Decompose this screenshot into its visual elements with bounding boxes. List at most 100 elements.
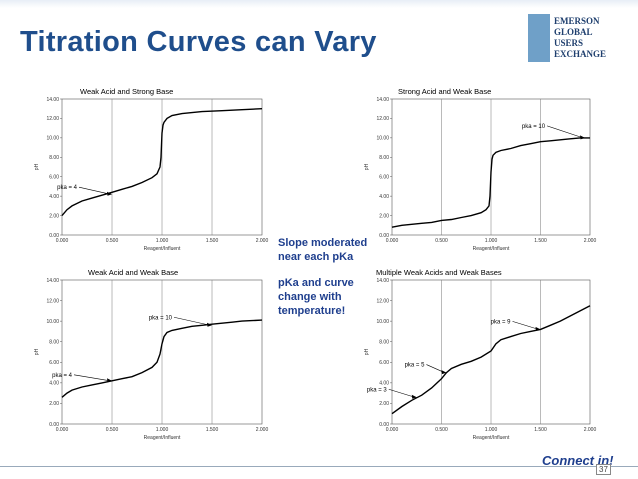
- pka-annotation: pka = 10: [522, 124, 546, 130]
- y-tick-label: 14.00: [376, 97, 389, 103]
- chart-title: Weak Acid and Weak Base: [88, 268, 179, 277]
- x-tick-label: 0.500: [435, 427, 448, 433]
- annotation-arrow: [546, 125, 584, 139]
- x-tick-label: 1.000: [485, 238, 498, 244]
- y-tick-label: 14.00: [376, 278, 389, 284]
- y-tick-label: 0.00: [379, 233, 389, 239]
- y-tick-label: 12.00: [46, 298, 59, 304]
- pka-note-line-2: change with: [278, 291, 342, 303]
- chart-title: Weak Acid and Strong Base: [80, 87, 174, 96]
- logo-line-4: EXCHANGE: [554, 49, 607, 59]
- y-tick-label: 14.00: [46, 278, 59, 284]
- y-tick-label: 6.00: [49, 360, 59, 366]
- annotation-arrow: [78, 186, 111, 195]
- arrowhead-icon: [580, 135, 586, 140]
- x-tick-label: 2.000: [584, 427, 597, 433]
- series-line: [61, 108, 263, 217]
- x-tick-label: 0.000: [386, 427, 399, 433]
- chart-svg: 0.000 0.500 1.000 1.500 2.000 0.00 2.00 4.00 6.0…: [364, 278, 597, 441]
- y-tick-label: 0.00: [49, 233, 59, 239]
- x-axis-label: Reagent/Influent: [473, 246, 510, 252]
- annotation-arrow: [73, 374, 111, 382]
- arrowhead-icon: [107, 378, 112, 383]
- x-tick-label: 0.500: [106, 427, 119, 433]
- y-tick-label: 8.00: [49, 155, 59, 161]
- chart-svg: 0.000 0.500 1.000 1.500 2.000 0.00 2.00 4.00 6.0…: [34, 278, 268, 441]
- y-tick-label: 10.00: [46, 136, 59, 142]
- y-tick-label: 10.00: [376, 319, 389, 325]
- x-tick-label: 0.000: [386, 238, 399, 244]
- logo-line-3: USERS: [554, 38, 584, 48]
- chart-title: Multiple Weak Acids and Weak Bases: [376, 268, 502, 277]
- y-axis-label: pH: [34, 348, 40, 355]
- annotation-arrow: [388, 388, 415, 398]
- connect-in-logo: Connect in!: [542, 453, 614, 468]
- y-axis-label: pH: [34, 163, 40, 170]
- x-tick-label: 0.500: [435, 238, 448, 244]
- arrowhead-icon: [535, 326, 541, 331]
- y-tick-label: 12.00: [46, 116, 59, 122]
- y-tick-label: 8.00: [49, 340, 59, 346]
- chart-multiple-weak-acids-bases: 0.000 0.500 1.000 1.500 2.000 0.00 2.00 4.00 6.0…: [362, 266, 602, 446]
- page-number: 37: [596, 464, 611, 475]
- logo-mark-icon: [528, 14, 550, 62]
- y-tick-label: 2.00: [49, 213, 59, 219]
- x-tick-label: 0.000: [56, 238, 69, 244]
- series-line: [391, 137, 590, 228]
- chart-title: Strong Acid and Weak Base: [398, 87, 492, 96]
- y-axis-label: pH: [364, 348, 370, 355]
- y-tick-label: 8.00: [379, 155, 389, 161]
- x-axis-label: Reagent/Influent: [144, 246, 181, 252]
- arrowhead-icon: [441, 370, 447, 375]
- logo-line-2: GLOBAL: [554, 27, 593, 37]
- slide-title: Titration Curves can Vary: [20, 26, 377, 58]
- y-tick-label: 4.00: [49, 381, 59, 387]
- x-tick-label: 2.000: [584, 238, 597, 244]
- y-tick-label: 6.00: [379, 360, 389, 366]
- pka-annotation: pka = 4: [57, 185, 78, 191]
- x-tick-label: 0.500: [106, 238, 119, 244]
- y-tick-label: 4.00: [379, 381, 389, 387]
- x-tick-label: 2.000: [256, 238, 269, 244]
- y-tick-label: 8.00: [379, 340, 389, 346]
- slope-note: Slope moderated near each pKa: [278, 236, 367, 264]
- y-axis-label: pH: [364, 163, 370, 170]
- annotation-arrow: [512, 321, 539, 330]
- arrowhead-icon: [411, 394, 417, 399]
- series-line: [391, 305, 591, 415]
- pka-note-line-1: pKa and curve: [278, 277, 354, 289]
- slope-note-line-1: Slope moderated: [278, 237, 368, 249]
- emerson-logo: EMERSON GLOBAL USERS EXCHANGE: [528, 14, 628, 62]
- y-tick-label: 2.00: [49, 401, 59, 407]
- x-tick-label: 1.500: [534, 427, 547, 433]
- y-tick-label: 4.00: [379, 194, 389, 200]
- chart-svg: 0.000 0.500 1.000 1.500 2.000 0.00 2.00 4.00 6.0…: [34, 97, 269, 252]
- series-line: [61, 319, 263, 398]
- pka-note: pKa and curve change with temperature!: [278, 276, 354, 318]
- x-tick-label: 1.500: [206, 427, 219, 433]
- pka-annotation: pka = 4: [52, 373, 73, 379]
- x-tick-label: 1.000: [156, 238, 169, 244]
- chart-svg: 0.000 0.500 1.000 1.500 2.000 0.00 2.00 4.00 6.0…: [364, 97, 597, 252]
- y-tick-label: 12.00: [376, 116, 389, 122]
- chart-strong-acid-weak-base: 0.000 0.500 1.000 1.500 2.000 0.00 2.00 4.00 6.0…: [362, 85, 602, 255]
- annotation-arrow: [426, 364, 445, 373]
- x-tick-label: 1.500: [206, 238, 219, 244]
- pka-annotation: pka = 10: [149, 315, 173, 321]
- x-tick-label: 1.000: [156, 427, 169, 433]
- y-tick-label: 2.00: [379, 213, 389, 219]
- y-tick-label: 6.00: [379, 175, 389, 181]
- y-tick-label: 14.00: [46, 97, 59, 103]
- arrowhead-icon: [207, 322, 212, 327]
- top-band: [0, 0, 638, 8]
- x-tick-label: 1.500: [534, 238, 547, 244]
- y-tick-label: 0.00: [379, 422, 389, 428]
- arrowhead-icon: [107, 191, 112, 196]
- pka-annotation: pka = 9: [491, 319, 512, 325]
- pka-annotation: pka = 5: [405, 363, 426, 369]
- footer-divider: [0, 466, 638, 467]
- x-tick-label: 0.000: [56, 427, 69, 433]
- y-tick-label: 12.00: [376, 298, 389, 304]
- y-tick-label: 10.00: [376, 136, 389, 142]
- chart-weak-acid-strong-base: 0.000 0.500 1.000 1.500 2.000 0.00 2.00 4.00 6.0…: [30, 85, 270, 255]
